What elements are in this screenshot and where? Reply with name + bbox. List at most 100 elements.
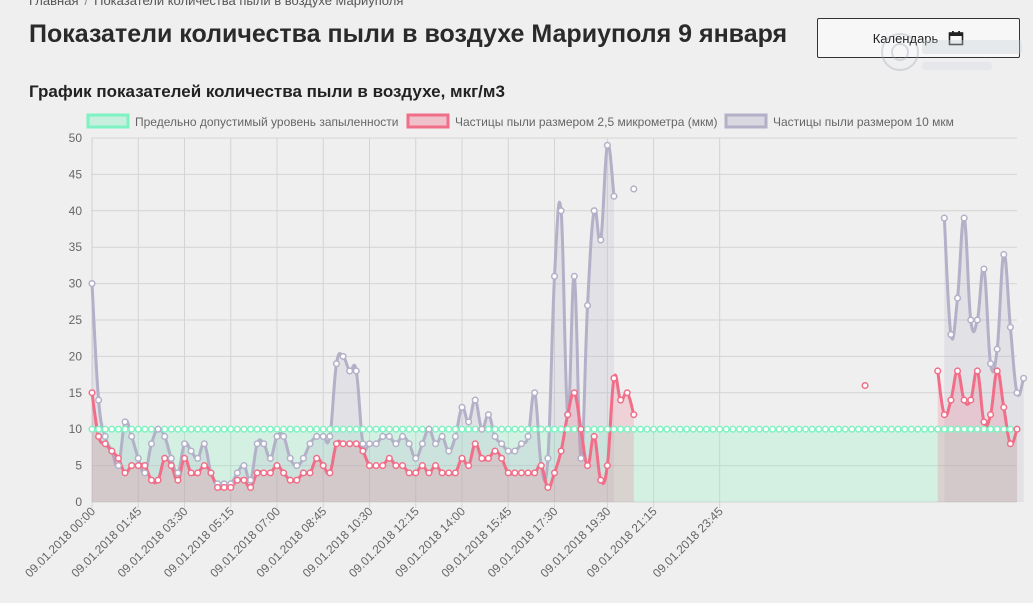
calendar-button[interactable]: Календарь: [817, 18, 1020, 58]
data-point: [610, 425, 618, 433]
data-point: [570, 389, 578, 397]
data-point: [273, 425, 281, 433]
data-point: [326, 432, 334, 441]
data-point: [114, 425, 122, 433]
data-point: [907, 425, 915, 433]
data-point: [412, 454, 420, 462]
data-point: [293, 462, 301, 470]
data-point: [167, 462, 175, 470]
data-point: [603, 462, 611, 470]
y-tick-label: 35: [69, 240, 83, 254]
data-point: [683, 425, 691, 433]
data-point: [498, 454, 506, 462]
data-point: [180, 425, 189, 433]
data-point: [405, 440, 413, 448]
data-point: [352, 367, 360, 375]
data-point: [828, 425, 836, 433]
data-point: [339, 440, 347, 448]
legend-swatch: [724, 113, 768, 129]
breadcrumb-separator: /: [84, 0, 89, 8]
data-point: [121, 425, 129, 433]
data-point: [326, 469, 334, 477]
data-point: [775, 425, 783, 433]
data-point: [286, 454, 294, 462]
data-point: [359, 425, 367, 433]
breadcrumb: Главная / Показатели количества пыли в воз…: [29, 0, 403, 8]
data-point: [854, 425, 862, 433]
data-point: [167, 425, 175, 433]
data-point: [491, 432, 499, 441]
data-point: [887, 425, 896, 433]
data-point: [174, 476, 182, 484]
data-point: [134, 462, 142, 470]
data-point: [247, 476, 255, 484]
dust-chart: Предельно допустимый уровень запыленност…: [22, 113, 1028, 580]
data-point: [128, 425, 136, 433]
data-point: [465, 425, 473, 433]
data-point: [1006, 440, 1014, 448]
data-point: [1000, 425, 1008, 433]
data-point: [940, 425, 948, 433]
data-point: [95, 396, 103, 404]
data-point: [735, 425, 744, 433]
data-point: [398, 425, 407, 433]
data-point: [134, 425, 142, 433]
data-point: [689, 425, 697, 433]
data-point: [980, 418, 988, 426]
data-point: [517, 425, 526, 433]
data-point: [346, 440, 354, 448]
data-point: [141, 469, 149, 477]
y-tick-label: 30: [69, 277, 83, 291]
data-point: [432, 425, 440, 433]
data-point: [993, 425, 1001, 433]
data-point: [240, 476, 248, 484]
data-point: [531, 469, 539, 477]
data-point: [458, 403, 466, 411]
data-point: [835, 425, 843, 433]
data-point: [326, 425, 334, 433]
series-area: [937, 370, 1017, 502]
data-point: [491, 425, 499, 433]
data-point: [134, 454, 142, 462]
data-point: [432, 462, 440, 470]
data-point: [392, 462, 400, 470]
data-point: [412, 469, 420, 477]
data-point: [359, 440, 367, 448]
data-point: [610, 374, 618, 382]
data-point: [557, 207, 565, 215]
legend-label: Частицы пыли размером 2,5 микрометра (мк…: [455, 115, 717, 129]
data-point: [967, 396, 975, 404]
watermark-logo: [878, 30, 1028, 90]
data-point: [280, 425, 288, 433]
data-point: [511, 469, 519, 477]
data-point: [458, 425, 466, 433]
data-point: [299, 425, 307, 433]
data-point: [286, 425, 294, 433]
data-point: [993, 345, 1001, 353]
data-point: [458, 454, 466, 462]
breadcrumb-home-link[interactable]: Главная: [29, 0, 79, 8]
data-point: [696, 425, 704, 433]
calendar-button-label: Календарь: [872, 30, 939, 46]
data-point: [194, 469, 202, 477]
data-point: [266, 469, 274, 477]
data-point: [101, 440, 109, 448]
legend-swatch: [86, 113, 130, 129]
data-point: [240, 462, 248, 470]
data-point: [88, 389, 96, 397]
data-point: [610, 192, 618, 200]
data-point: [161, 432, 169, 441]
data-point: [973, 425, 981, 433]
data-point: [405, 425, 413, 433]
data-point: [947, 396, 955, 404]
data-point: [841, 425, 849, 433]
data-point: [95, 432, 103, 441]
data-point: [398, 462, 407, 470]
data-point: [187, 447, 195, 455]
data-point: [868, 425, 876, 433]
data-point: [676, 425, 684, 433]
data-point: [861, 381, 869, 390]
data-point: [161, 425, 169, 433]
data-point: [418, 425, 426, 433]
data-point: [161, 454, 169, 462]
